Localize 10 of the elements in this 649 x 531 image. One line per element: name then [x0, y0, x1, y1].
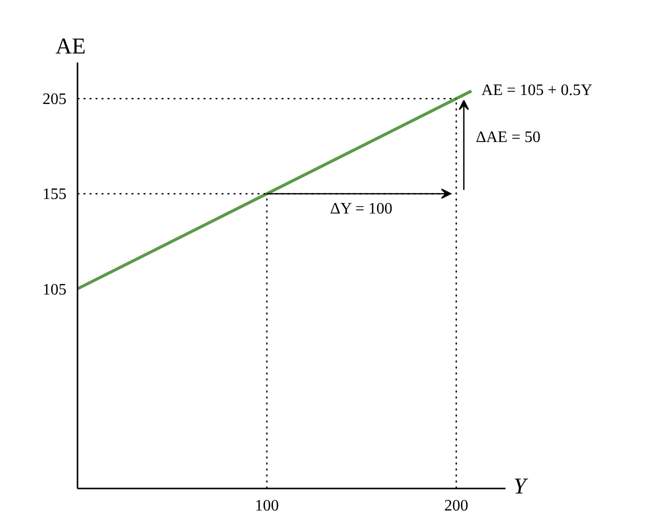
y-tick-label: 105	[42, 281, 66, 298]
y-tick-label: 205	[42, 91, 66, 108]
x-tick-label: 100	[254, 498, 279, 514]
y-tick-label: 155	[42, 186, 66, 204]
x-tick-label: 200	[444, 498, 468, 514]
y-axis-title: AE	[56, 34, 86, 58]
x-axis-title: Y	[514, 474, 528, 498]
annotation: ΔAE = 50	[476, 129, 540, 146]
annotation: ΔY = 100	[330, 200, 392, 218]
series-label: AE = 105 + 0.5Y	[481, 82, 593, 100]
